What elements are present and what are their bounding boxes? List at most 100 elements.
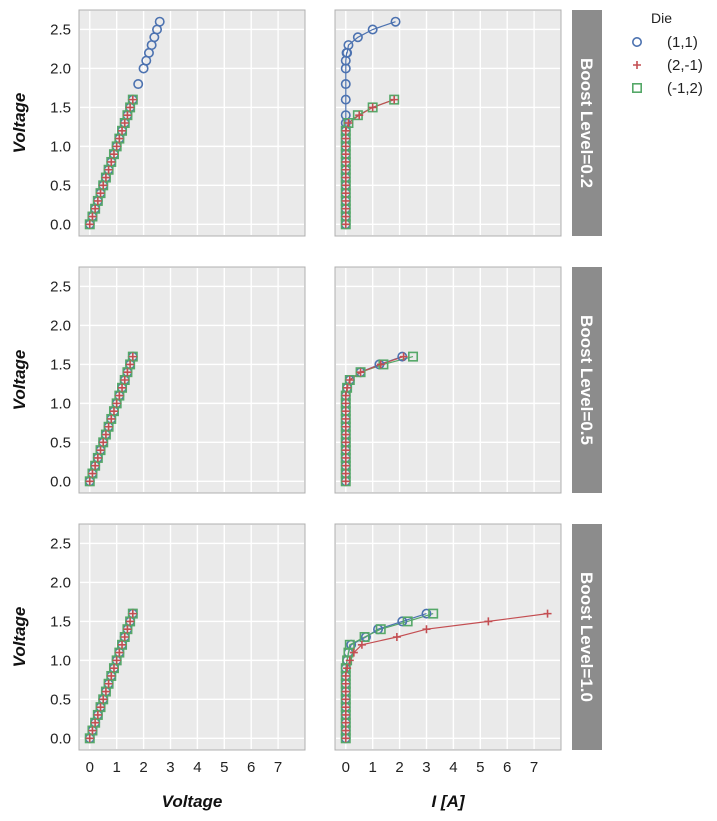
data-point <box>341 165 350 174</box>
data-point <box>104 679 113 688</box>
data-point <box>422 625 431 634</box>
data-point <box>93 196 102 205</box>
data-point <box>107 414 116 423</box>
panel-background <box>78 266 306 494</box>
data-point <box>343 40 354 51</box>
data-point <box>96 703 105 712</box>
data-point <box>341 726 350 735</box>
data-point <box>343 118 354 129</box>
x-tick-label: 0 <box>86 759 94 776</box>
y-tick-label: 1.0 <box>50 138 71 155</box>
data-point <box>109 407 118 416</box>
y-tick-label: 0.5 <box>50 434 71 451</box>
data-point <box>128 609 137 618</box>
data-point <box>484 617 493 626</box>
data-point <box>126 617 135 626</box>
data-point <box>101 430 110 439</box>
data-point <box>402 616 413 627</box>
x-tick-label: 4 <box>449 759 457 776</box>
data-point <box>93 710 102 719</box>
data-point <box>341 212 350 221</box>
panel-background <box>78 9 306 237</box>
data-point <box>127 608 138 619</box>
data-point <box>344 374 355 385</box>
data-point <box>357 640 366 649</box>
data-point <box>341 695 350 704</box>
data-point <box>389 94 400 105</box>
data-point <box>88 469 97 478</box>
data-point <box>85 220 94 229</box>
data-point <box>115 391 124 400</box>
data-point <box>120 376 129 384</box>
data-point <box>421 608 432 619</box>
x-tick-label: 3 <box>166 759 174 776</box>
legend-label: (1,1) <box>667 34 698 51</box>
data-point <box>352 32 363 43</box>
x-axis-label: Voltage <box>162 792 223 811</box>
data-point <box>345 656 354 665</box>
x-tick-label: 3 <box>422 759 430 776</box>
y-tick-label: 2.5 <box>50 278 71 295</box>
data-point <box>428 608 439 619</box>
data-point <box>349 648 358 657</box>
data-point <box>341 453 350 462</box>
data-point <box>341 399 350 408</box>
data-point <box>375 624 386 635</box>
data-point <box>344 119 353 127</box>
x-axis-label: I [A] <box>431 792 465 811</box>
x-tick-label: 2 <box>395 759 403 776</box>
data-point <box>120 633 129 641</box>
panel-background <box>78 523 306 751</box>
data-point <box>341 477 350 486</box>
data-point <box>341 430 350 439</box>
x-tick-label: 5 <box>476 759 484 776</box>
data-point <box>340 79 351 90</box>
data-point <box>355 111 364 120</box>
data-point <box>93 453 102 462</box>
data-point <box>109 150 118 159</box>
x-tick-label: 7 <box>274 759 282 776</box>
data-point <box>341 196 350 205</box>
data-point <box>96 446 105 455</box>
y-tick-label: 0.5 <box>50 691 71 708</box>
data-point <box>367 102 378 113</box>
data-point <box>341 718 350 727</box>
data-point <box>341 204 350 213</box>
facet-strip <box>572 10 602 236</box>
data-point <box>91 718 100 727</box>
data-point <box>341 181 350 190</box>
data-point <box>341 391 350 400</box>
data-point <box>128 352 137 361</box>
data-point <box>341 142 350 151</box>
y-tick-label: 0.5 <box>50 177 71 194</box>
y-axis-label: Voltage <box>10 607 29 668</box>
data-point <box>88 726 97 735</box>
data-point <box>392 633 401 641</box>
data-point <box>107 671 116 680</box>
data-point <box>341 461 350 470</box>
facet-strip-label: Boost Level=0.2 <box>577 58 596 188</box>
data-point <box>99 438 108 447</box>
data-point <box>397 616 408 627</box>
y-tick-label: 1.5 <box>50 356 71 373</box>
data-point <box>341 734 350 743</box>
data-point <box>341 422 350 431</box>
data-point <box>123 625 132 634</box>
panel-background <box>334 9 562 237</box>
y-tick-label: 1.0 <box>50 395 71 412</box>
data-point <box>112 142 121 151</box>
data-point <box>341 671 350 680</box>
legend-marker <box>631 83 642 94</box>
data-point <box>355 367 366 378</box>
data-point <box>112 656 121 665</box>
data-point <box>543 609 552 618</box>
data-point <box>341 710 350 719</box>
data-point <box>85 477 94 486</box>
data-point <box>341 469 350 478</box>
data-point <box>341 189 350 198</box>
x-tick-label: 1 <box>368 759 376 776</box>
data-point <box>345 376 354 384</box>
data-point <box>104 422 113 431</box>
facet-strip-label: Boost Level=1.0 <box>577 572 596 702</box>
data-point <box>359 631 370 642</box>
